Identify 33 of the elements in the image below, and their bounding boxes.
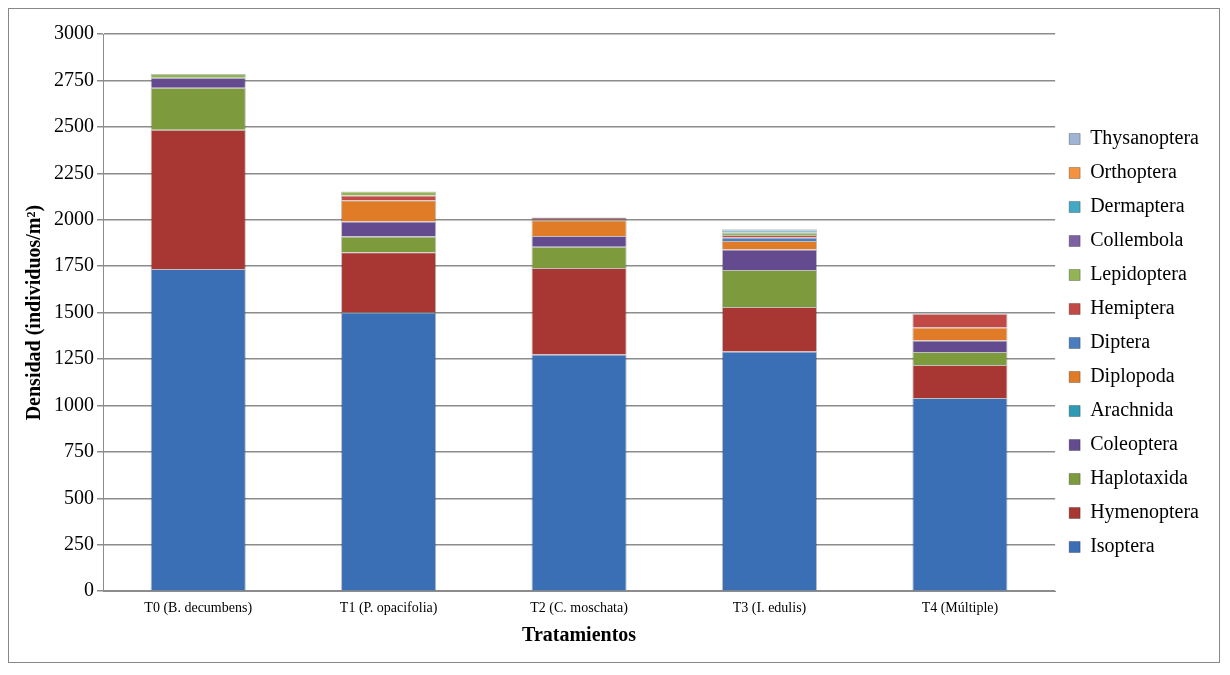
- legend-label: Arachnida: [1090, 398, 1174, 421]
- x-tick-label: T4 (Múltiple): [921, 600, 999, 617]
- legend-label: Hymenoptera: [1090, 500, 1200, 524]
- y-axis-title: Densidad (individuos/m²): [22, 204, 46, 421]
- y-tick-label: 1250: [54, 346, 94, 369]
- y-tick-label: 500: [64, 485, 94, 508]
- y-tick-label: 2000: [54, 206, 94, 229]
- legend-label: Hemiptera: [1090, 296, 1175, 320]
- y-tick-label: 2750: [54, 67, 94, 90]
- legend-label: Thysanoptera: [1090, 126, 1200, 150]
- legend-label: Coleoptera: [1090, 432, 1179, 456]
- y-tick-label: 2250: [54, 160, 94, 183]
- legend-label: Diptera: [1090, 330, 1151, 354]
- y-tick-label: 1500: [54, 299, 94, 322]
- x-tick-label: T2 (C. moschata): [530, 600, 629, 617]
- x-tick-label: T3 (I. edulis): [732, 600, 807, 617]
- x-tick-label: T0 (B. decumbens): [144, 600, 253, 617]
- y-tick-label: 1000: [54, 392, 94, 415]
- y-tick-label: 750: [64, 439, 94, 462]
- y-tick-label: 0: [84, 578, 94, 601]
- y-tick-label: 250: [64, 532, 94, 555]
- legend-label: Dermaptera: [1090, 194, 1185, 218]
- y-tick-label: 3000: [54, 21, 94, 44]
- legend-label: Diplopoda: [1090, 364, 1175, 388]
- legend-label: Collembola: [1090, 228, 1184, 251]
- legend-label: Isoptera: [1090, 534, 1155, 558]
- legend-label: Lepidoptera: [1090, 262, 1187, 286]
- y-tick-label: 1750: [54, 253, 94, 276]
- legend-label: Haplotaxida: [1090, 466, 1189, 490]
- x-axis-title: Tratamientos: [522, 623, 637, 646]
- x-tick-label: T1 (P. opacifolia): [339, 600, 438, 617]
- y-tick-label: 2500: [54, 114, 94, 137]
- legend-label: Orthoptera: [1090, 160, 1177, 184]
